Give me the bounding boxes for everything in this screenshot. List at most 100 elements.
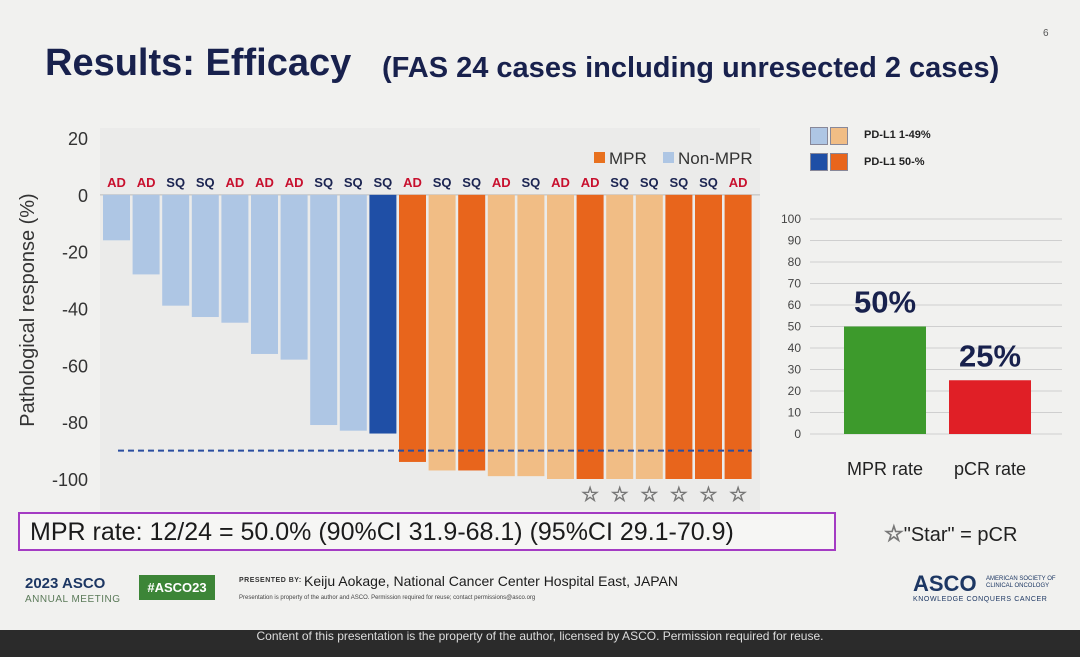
- bar-histology-label: SQ: [640, 175, 659, 190]
- pcr-star-icon: ☆: [581, 484, 599, 506]
- bar-histology-label: SQ: [196, 175, 215, 190]
- rate-y-tick-label: 90: [788, 234, 802, 248]
- rate-y-tick-label: 80: [788, 255, 802, 269]
- rate-data-label: 50%: [854, 285, 916, 320]
- y-axis-label: Pathological response (%): [17, 193, 39, 426]
- pdl1-legend: PD-L1 1-49% PD-L1 50-%: [808, 124, 968, 174]
- slide-subtitle: (FAS 24 cases including unresected 2 cas…: [382, 52, 1000, 84]
- asco-logo: ASCO AMERICAN SOCIETY OF CLINICAL ONCOLO…: [913, 571, 1056, 603]
- pcr-star-icon: ☆: [729, 484, 747, 506]
- hashtag-badge: #ASCO23: [139, 575, 215, 600]
- waterfall-bar: [162, 194, 190, 306]
- asco-society-text: AMERICAN SOCIETY OF CLINICAL ONCOLOGY: [986, 576, 1056, 589]
- bar-histology-label: SQ: [166, 175, 185, 190]
- y-tick-label: -20: [62, 243, 88, 263]
- small-notice: Presentation is property of the author a…: [239, 595, 536, 601]
- asco-logo-text: ASCO: [913, 571, 977, 596]
- waterfall-bar: [310, 194, 338, 426]
- slide: 6 Results: Efficacy (FAS 24 cases includ…: [0, 0, 1080, 630]
- y-tick-label: -40: [62, 300, 88, 320]
- mpr-summary-text: MPR rate: 12/24 = 50.0% (90%CI 31.9-68.1…: [30, 518, 734, 546]
- waterfall-bar: [339, 194, 367, 431]
- rate-category-label: pCR rate: [954, 459, 1026, 479]
- annual-meeting-text: ANNUAL MEETING: [25, 594, 121, 605]
- star-icon: ☆: [884, 521, 905, 547]
- rate-bar: [949, 380, 1031, 434]
- pdl1-swatch-high-b: [830, 153, 848, 171]
- waterfall-bar: [724, 194, 752, 480]
- bar-histology-label: AD: [492, 175, 511, 190]
- bottom-notice: Content of this presentation is the prop…: [256, 629, 824, 643]
- bar-histology-label: SQ: [670, 175, 689, 190]
- bar-histology-label: SQ: [522, 175, 541, 190]
- asco-tagline: KNOWLEDGE CONQUERS CANCER: [913, 596, 1048, 603]
- waterfall-bar: [458, 194, 486, 471]
- bar-histology-label: SQ: [462, 175, 481, 190]
- waterfall-bar: [221, 194, 249, 323]
- presented-by-label: PRESENTED BY:: [239, 577, 302, 584]
- y-tick-label: -80: [62, 413, 88, 433]
- waterfall-bar: [695, 194, 722, 480]
- bar-histology-label: AD: [137, 175, 156, 190]
- rate-y-tick-label: 40: [788, 341, 802, 355]
- waterfall-chart: 20 0 -20 -40 -60 -80 -100 Pathological respons…: [17, 129, 760, 507]
- bar-histology-label: SQ: [699, 175, 718, 190]
- pdl1-swatch-high-a: [810, 153, 828, 171]
- slide-title: Results: Efficacy: [45, 42, 352, 84]
- rate-category-label: MPR rate: [847, 459, 923, 479]
- bar-histology-label: SQ: [374, 175, 393, 190]
- y-tick-label: -100: [52, 470, 88, 490]
- rate-bar: [844, 326, 926, 434]
- page-number: 6: [1043, 28, 1049, 39]
- star-note-text: "Star" = pCR: [903, 524, 1018, 546]
- waterfall-bar: [132, 194, 160, 275]
- asco-year: 2023 ASCO: [25, 575, 106, 592]
- star-note: ☆"Star" = pCR: [884, 521, 1018, 547]
- legend-label-non-mpr: Non-MPR: [678, 149, 753, 168]
- rate-y-tick-label: 60: [788, 298, 802, 312]
- bar-histology-label: AD: [403, 175, 422, 190]
- rate-y-tick-label: 70: [788, 277, 802, 291]
- rate-y-tick-label: 20: [788, 384, 802, 398]
- y-tick-label: 20: [68, 129, 88, 149]
- bar-histology-label: AD: [729, 175, 748, 190]
- waterfall-bar: [103, 194, 130, 241]
- rate-data-label: 25%: [959, 338, 1021, 373]
- bar-histology-label: AD: [107, 175, 126, 190]
- waterfall-bar: [547, 194, 574, 480]
- chart-legend: MPR Non-MPR: [594, 149, 753, 168]
- waterfall-bar: [487, 194, 515, 477]
- pdl1-label-high: PD-L1 50-%: [864, 156, 925, 168]
- rate-y-tick-label: 0: [794, 427, 801, 441]
- y-tick-label: 0: [78, 186, 88, 206]
- legend-swatch-mpr: [594, 152, 605, 163]
- rate-y-tick-label: 30: [788, 363, 802, 377]
- asco-annual-meeting-logo: 2023 ASCO ANNUAL MEETING: [25, 575, 120, 605]
- waterfall-bar: [517, 194, 545, 477]
- waterfall-bar: [251, 194, 278, 354]
- rate-y-tick-label: 50: [788, 320, 802, 334]
- pcr-star-icon: ☆: [611, 484, 629, 506]
- bar-histology-label: SQ: [610, 175, 629, 190]
- bar-histology-label: SQ: [344, 175, 363, 190]
- bar-histology-label: SQ: [433, 175, 452, 190]
- waterfall-bar: [635, 194, 663, 480]
- bar-histology-label: AD: [255, 175, 274, 190]
- waterfall-bar: [606, 194, 634, 480]
- waterfall-bar: [576, 194, 604, 480]
- pcr-star-icon: ☆: [640, 484, 658, 506]
- legend-swatch-non-mpr: [663, 152, 674, 163]
- presenter-text: Keiju Aokage, National Cancer Center Hos…: [304, 573, 679, 589]
- bar-histology-label: AD: [285, 175, 304, 190]
- bar-histology-label: AD: [226, 175, 245, 190]
- waterfall-bar: [191, 194, 219, 318]
- waterfall-bar: [399, 194, 426, 462]
- mpr-summary-box: MPR rate: 12/24 = 50.0% (90%CI 31.9-68.1…: [18, 512, 836, 551]
- bar-histology-label: AD: [581, 175, 600, 190]
- pdl1-label-low: PD-L1 1-49%: [864, 129, 931, 141]
- pcr-star-icon: ☆: [700, 484, 718, 506]
- pdl1-swatch-low-b: [830, 127, 848, 145]
- waterfall-bar: [280, 194, 308, 360]
- legend-label-mpr: MPR: [609, 149, 647, 168]
